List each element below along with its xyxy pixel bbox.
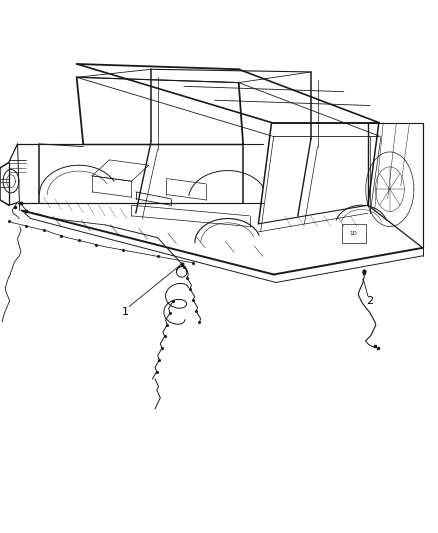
Text: 1D: 1D [350,231,357,236]
Bar [342,224,366,243]
Text: 2: 2 [367,296,374,306]
Text: 1: 1 [121,307,128,317]
